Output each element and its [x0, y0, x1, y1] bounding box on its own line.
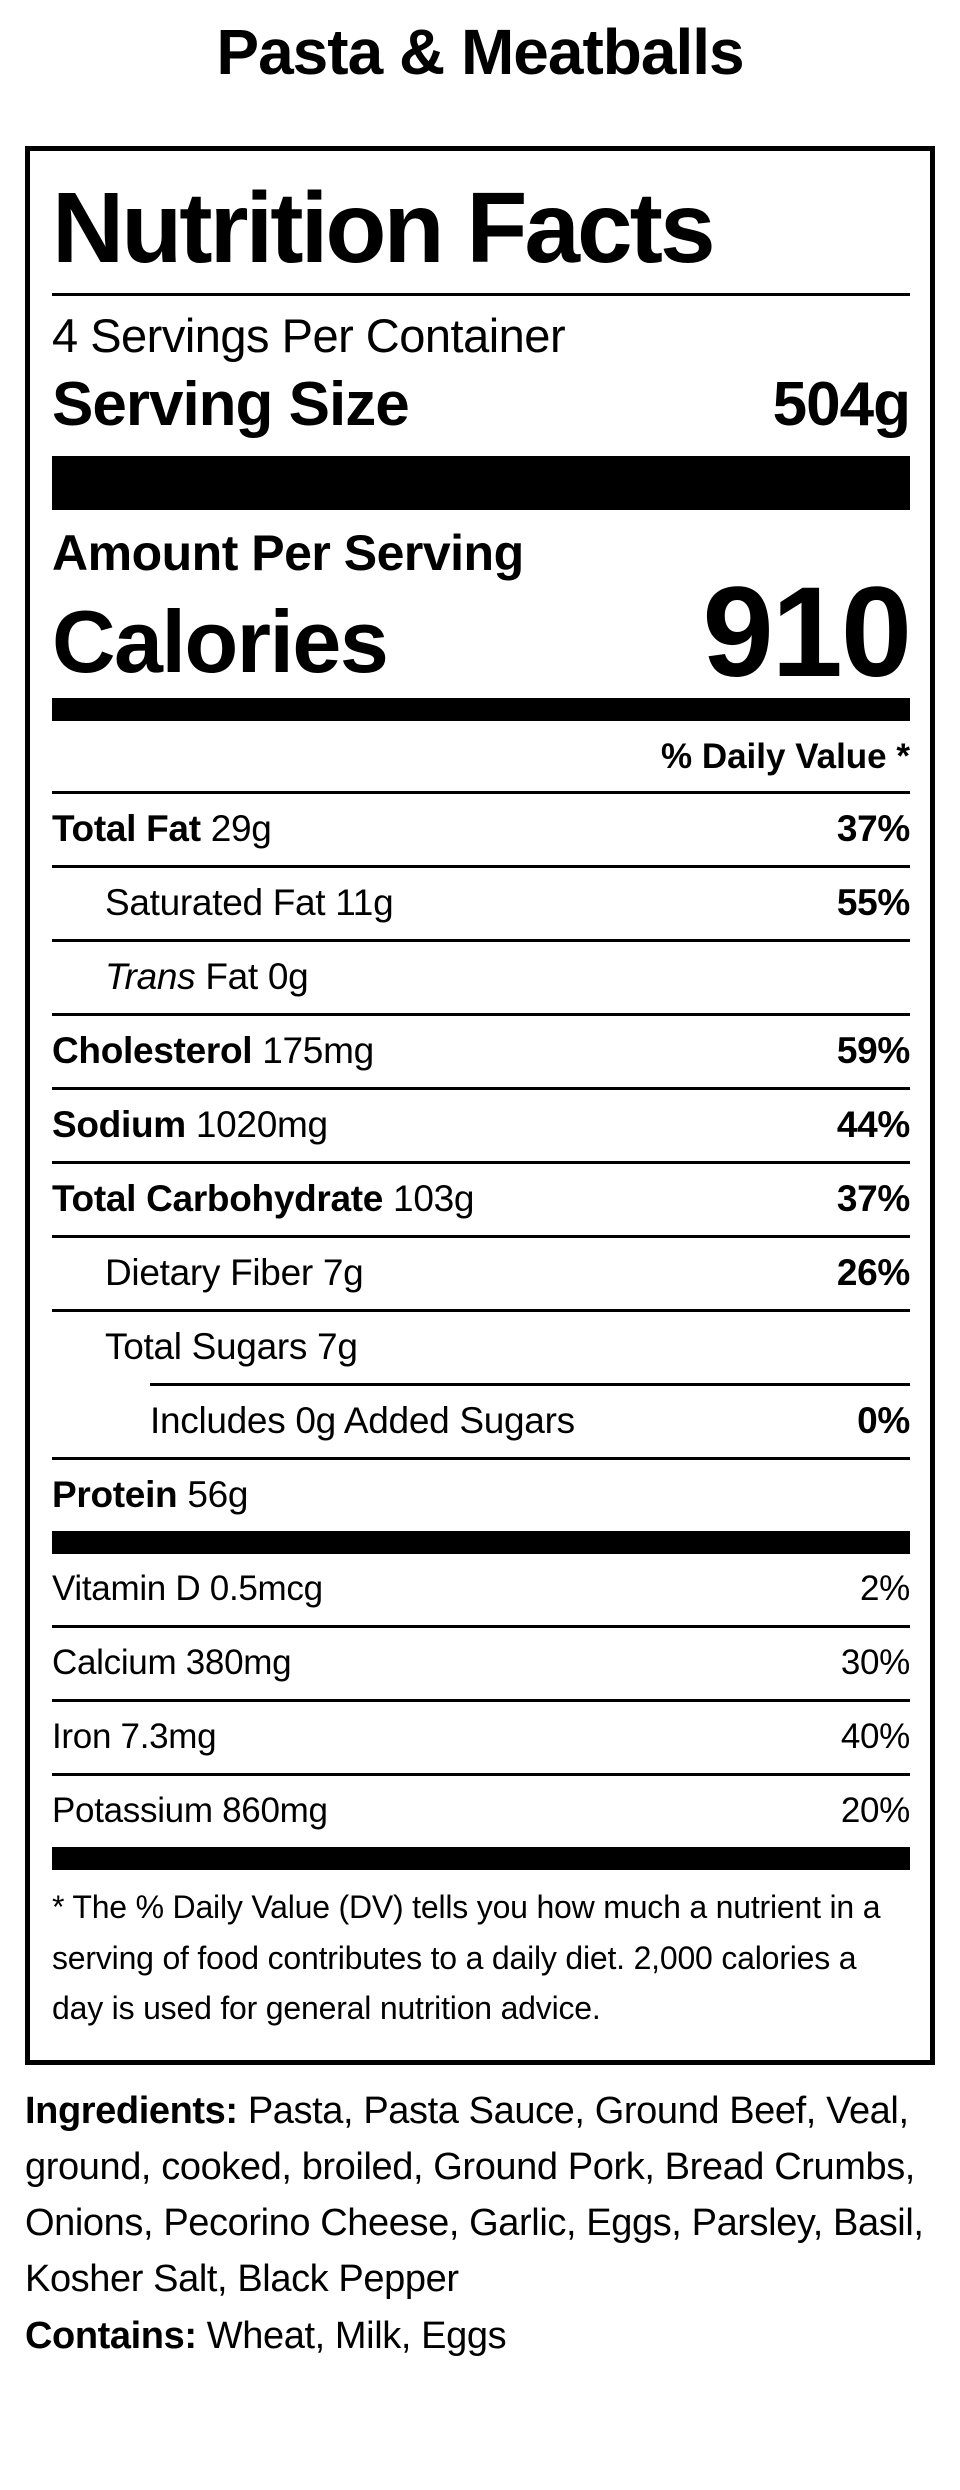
nutrient-dv: 2% — [860, 1569, 910, 1609]
nutrient-dv: 0% — [857, 1400, 910, 1442]
nutrient-dv: 40% — [840, 1717, 910, 1757]
nutrient-amount: 29g — [200, 808, 272, 850]
row-potassium: Potassium 860mg 20% — [52, 1772, 910, 1847]
nutrient-amount: 175mg — [252, 1030, 374, 1072]
serving-size-label: Serving Size — [52, 369, 410, 439]
nutrient-name-strong: Protein — [52, 1474, 178, 1516]
ingredients-text: Pasta, Pasta Sauce, Ground Beef, Veal, g… — [25, 2089, 924, 2301]
nutrient-name: Dietary Fiber 7g — [105, 1252, 364, 1294]
nutrient-name: Total Fat 29g — [52, 808, 272, 850]
serving-size-row: Serving Size 504g — [52, 365, 911, 456]
nutrient-amount: 1020mg — [185, 1104, 328, 1146]
medium-divider-bar — [52, 1846, 910, 1870]
servings-per-container: 4 Servings Per Container — [52, 308, 566, 362]
nutrient-name: Saturated Fat 11g — [105, 882, 394, 924]
nutrient-name-strong: Cholesterol — [52, 1030, 253, 1072]
row-total-fat: Total Fat 29g 37% — [52, 790, 910, 865]
nutrition-facts-box: Nutrition Facts 4 Servings Per Container… — [25, 145, 935, 2065]
row-total-carbohydrate: Total Carbohydrate 103g 37% — [52, 1160, 910, 1235]
calories-value: 910 — [702, 560, 912, 704]
nutrient-dv: 55% — [836, 882, 910, 924]
nutrient-amount: Fat 0g — [195, 956, 309, 998]
contains-line: Contains: Wheat, Milk, Eggs — [25, 2308, 935, 2364]
nutrient-name: Cholesterol 175mg — [52, 1030, 374, 1072]
nutrient-name: Calcium 380mg — [52, 1643, 292, 1683]
nutrient-name-italic: Trans — [105, 956, 196, 998]
daily-value-footnote: * The % Daily Value (DV) tells you how m… — [52, 1888, 881, 2027]
nutrient-name: Includes 0g Added Sugars — [150, 1400, 575, 1442]
heading-divider — [52, 292, 910, 296]
serving-size-value: 504g — [772, 369, 911, 439]
nutrient-name: Trans Fat 0g — [52, 956, 309, 998]
nutrient-name-strong: Total Fat — [52, 808, 201, 850]
recipe-title: Pasta & Meatballs — [216, 16, 744, 88]
nutrient-name: Total Sugars 7g — [105, 1326, 358, 1368]
row-added-sugars: Includes 0g Added Sugars 0% — [150, 1382, 910, 1457]
nutrient-rows: Total Fat 29g 37% Saturated Fat 11g 55% … — [52, 790, 910, 1531]
row-protein: Protein 56g — [52, 1456, 910, 1531]
nutrient-name-strong: Total Carbohydrate — [52, 1178, 384, 1220]
nutrient-dv: 59% — [836, 1030, 910, 1072]
row-total-sugars: Total Sugars 7g — [52, 1308, 910, 1383]
calories-label: Calories — [52, 592, 389, 692]
nutrient-dv: 26% — [836, 1252, 910, 1294]
nutrient-dv: 37% — [836, 808, 910, 850]
daily-value-header: % Daily Value * — [660, 736, 910, 776]
row-dietary-fiber: Dietary Fiber 7g 26% — [52, 1234, 910, 1309]
medium-divider-bar — [52, 1530, 910, 1554]
row-cholesterol: Cholesterol 175mg 59% — [52, 1012, 910, 1087]
row-sodium: Sodium 1020mg 44% — [52, 1086, 910, 1161]
nutrient-name: Vitamin D 0.5mcg — [52, 1569, 323, 1609]
row-calcium: Calcium 380mg 30% — [52, 1624, 910, 1699]
row-trans-fat: Trans Fat 0g — [52, 938, 910, 1013]
nutrient-dv: 37% — [836, 1178, 910, 1220]
nutrient-dv: 44% — [836, 1104, 910, 1146]
nutrient-dv: 20% — [840, 1791, 910, 1831]
row-iron: Iron 7.3mg 40% — [52, 1698, 910, 1773]
row-vitamin-d: Vitamin D 0.5mcg 2% — [52, 1554, 910, 1625]
nutrient-name: Sodium 1020mg — [52, 1104, 328, 1146]
nutrient-dv: 30% — [840, 1643, 910, 1683]
amount-per-serving-label: Amount Per Serving — [52, 524, 524, 581]
nutrient-name: Iron 7.3mg — [52, 1717, 217, 1757]
ingredients-section: Ingredients: Pasta, Pasta Sauce, Ground … — [25, 2083, 935, 2364]
thick-divider-bar — [52, 455, 910, 510]
nutrient-amount: 56g — [177, 1474, 249, 1516]
nutrition-facts-heading: Nutrition Facts — [52, 171, 716, 284]
nutrient-name: Total Carbohydrate 103g — [52, 1178, 474, 1220]
contains-text: Wheat, Milk, Eggs — [196, 2314, 507, 2357]
nutrient-name-strong: Sodium — [52, 1104, 186, 1146]
contains-label: Contains: — [25, 2314, 197, 2357]
nutrient-amount: 103g — [383, 1178, 475, 1220]
nutrient-name: Potassium 860mg — [52, 1791, 328, 1831]
medium-divider-bar — [52, 697, 910, 721]
ingredients-line: Ingredients: Pasta, Pasta Sauce, Ground … — [25, 2083, 935, 2308]
calories-row: Calories 910 — [52, 560, 912, 704]
vitamin-rows: Vitamin D 0.5mcg 2% Calcium 380mg 30% Ir… — [52, 1554, 910, 1847]
ingredients-label: Ingredients: — [25, 2089, 238, 2132]
row-saturated-fat: Saturated Fat 11g 55% — [52, 864, 910, 939]
nutrient-name: Protein 56g — [52, 1474, 248, 1516]
